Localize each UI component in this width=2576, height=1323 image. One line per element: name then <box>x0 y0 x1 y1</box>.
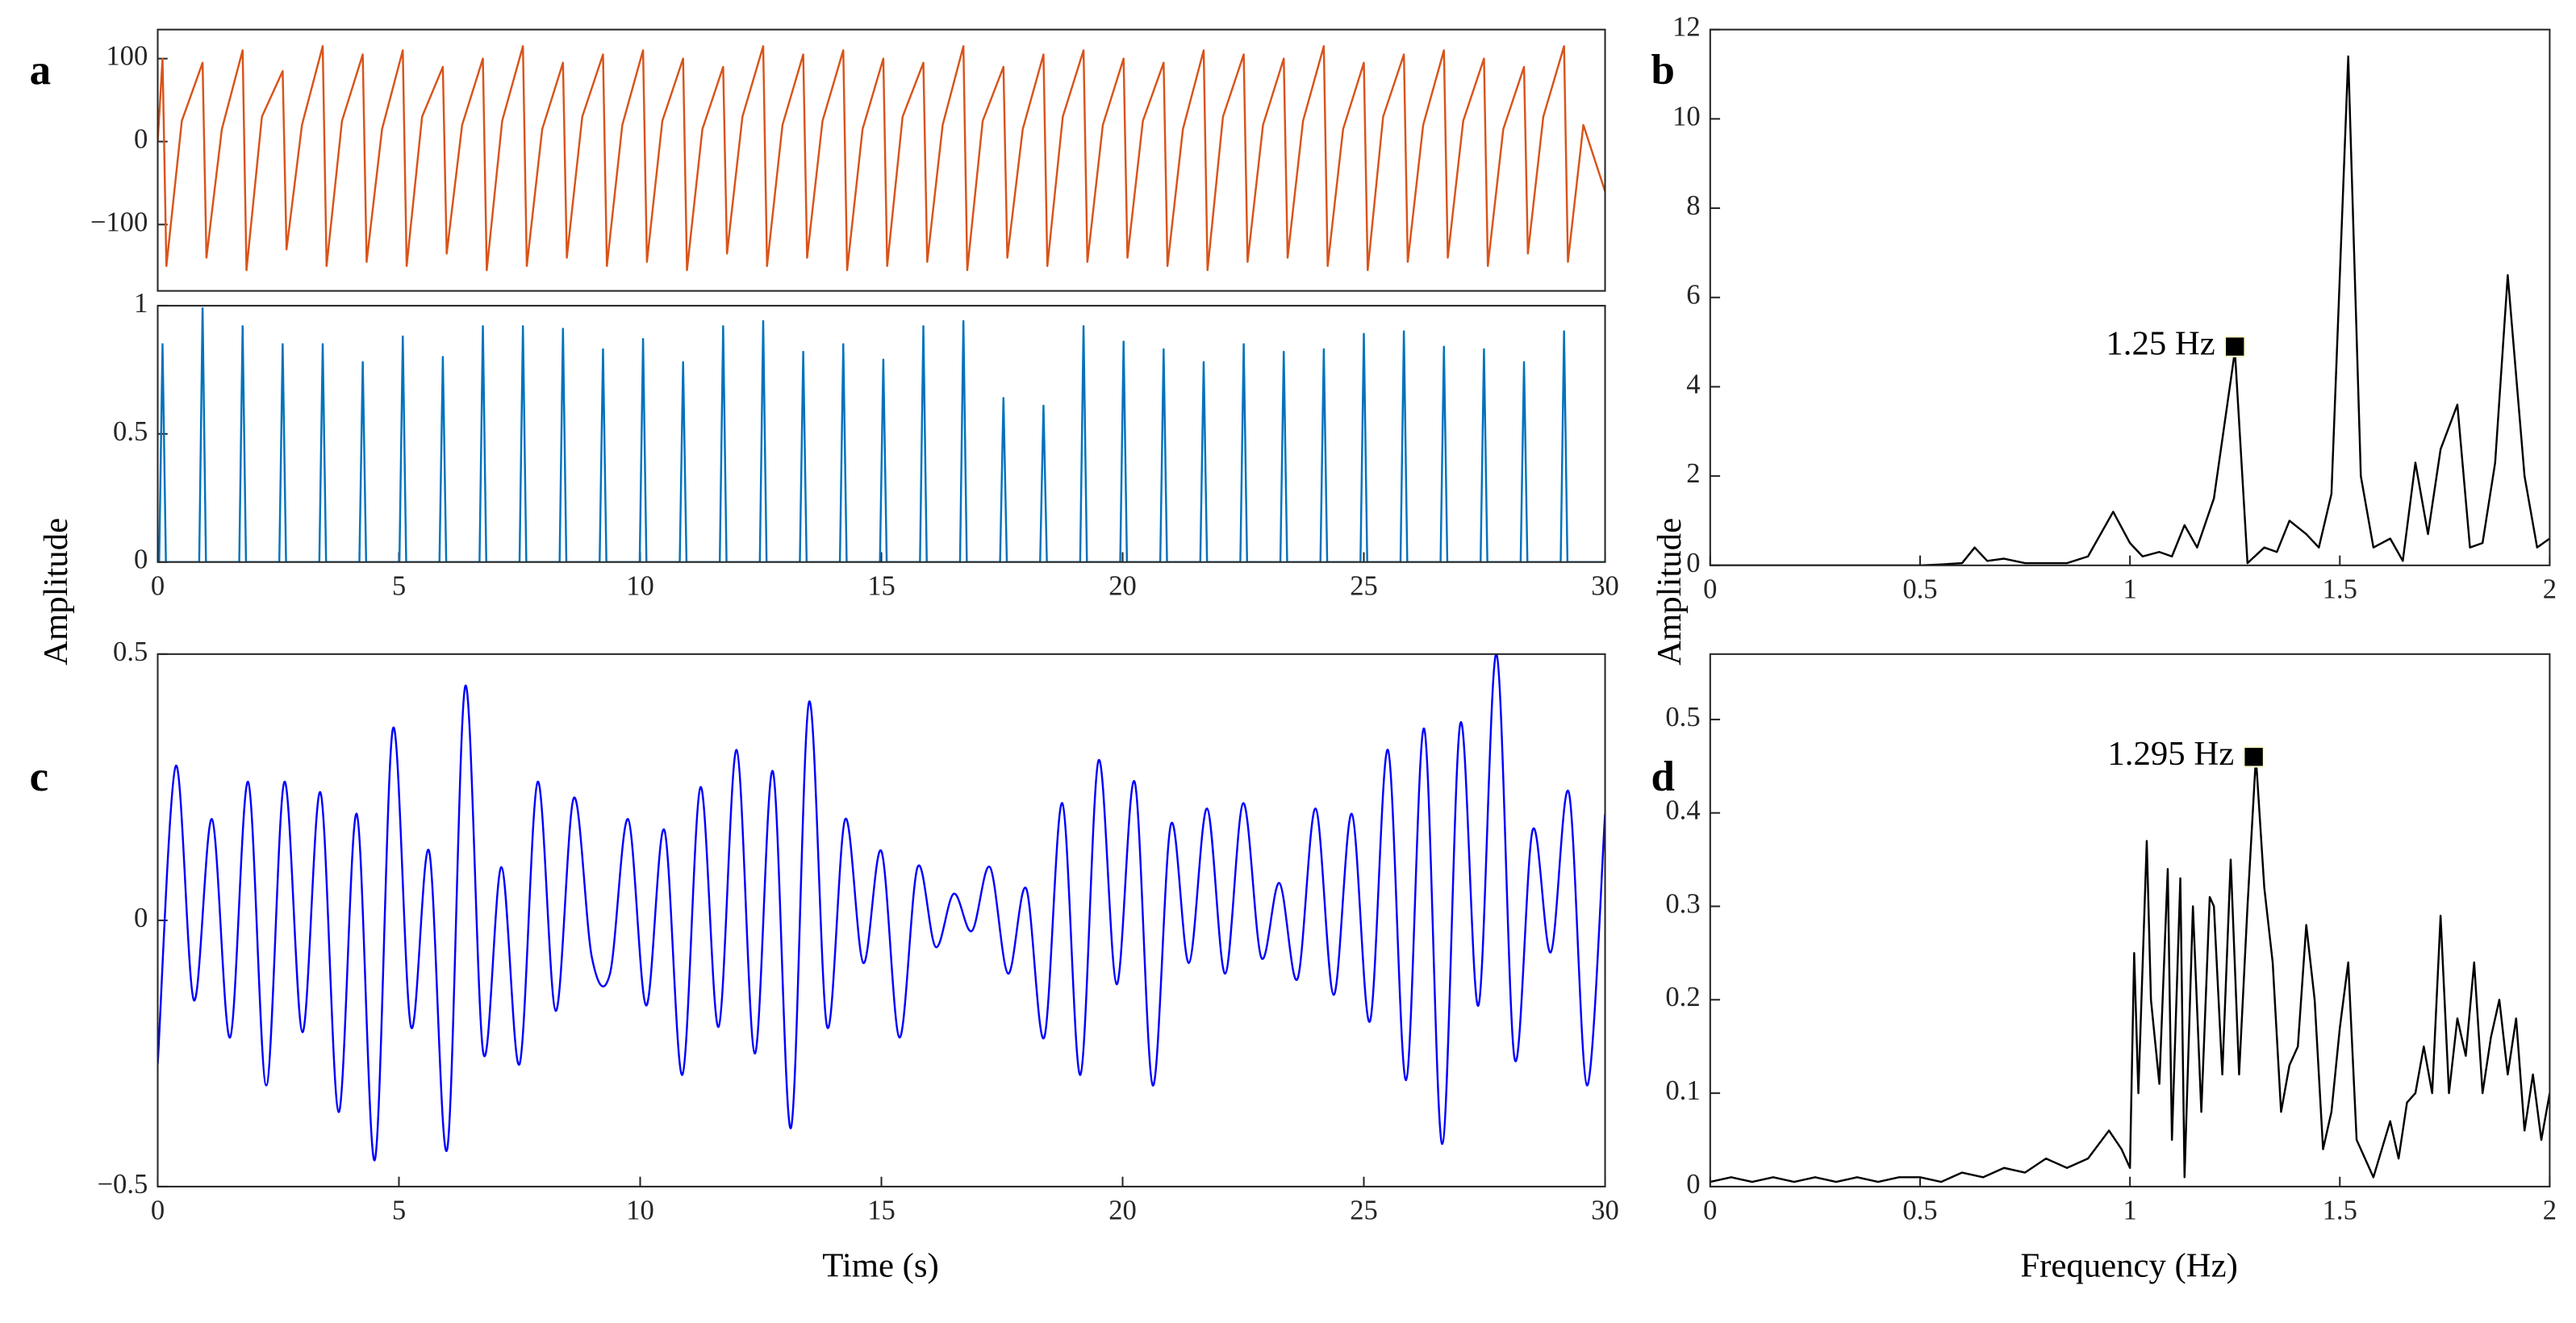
panel-label: d <box>1651 753 1675 800</box>
y-tick-label: 0.2 <box>1665 982 1700 1012</box>
annotation-text: 1.295 Hz <box>2107 735 2234 773</box>
y-tick-label: −100 <box>90 207 148 237</box>
panel-label: c <box>30 753 48 800</box>
x-tick-label: 0 <box>1703 1195 1717 1225</box>
series-line <box>1710 55 2550 566</box>
y-tick-label: 0 <box>1686 1169 1700 1200</box>
x-tick-label: 20 <box>1108 570 1137 601</box>
series-line <box>157 45 1605 272</box>
x-tick-label: 30 <box>1591 1195 1619 1225</box>
x-tick-label: 10 <box>626 1195 654 1225</box>
y-tick-label: 12 <box>1672 12 1701 43</box>
y-tick-label: 1 <box>134 288 148 319</box>
panel-label: b <box>1651 47 1675 94</box>
x-tick-label: 0.5 <box>1902 1195 1937 1225</box>
x-tick-label: 1.5 <box>2323 574 2357 604</box>
axes-frame <box>1709 28 2551 566</box>
x-tick-label: 30 <box>1591 570 1619 601</box>
y-axis-label: Amplitude <box>1651 518 1689 666</box>
x-axis-label: Time (s) <box>822 1247 939 1285</box>
x-tick-label: 10 <box>626 570 654 601</box>
series-line <box>157 653 1605 1162</box>
annotation-text: 1.25 Hz <box>2106 324 2215 362</box>
series-line <box>1710 755 2550 1183</box>
x-axis-label: Frequency (Hz) <box>2020 1247 2237 1285</box>
axes-frame <box>157 653 1606 1187</box>
y-tick-label: 0 <box>134 123 148 154</box>
x-tick-label: 25 <box>1350 1195 1378 1225</box>
x-tick-label: 0 <box>151 570 165 601</box>
y-tick-label: 8 <box>1686 190 1700 221</box>
y-axis-label: Amplitude <box>37 518 75 666</box>
y-tick-label: 0.3 <box>1665 888 1700 919</box>
annotation-marker <box>2223 336 2246 357</box>
y-tick-label: 0.5 <box>113 636 148 667</box>
x-tick-label: 15 <box>867 1195 896 1225</box>
axes-frame <box>1709 653 2551 1187</box>
series-line <box>158 307 1605 562</box>
y-tick-label: 0.5 <box>1665 702 1700 732</box>
y-tick-label: 0 <box>134 545 148 575</box>
panel-label: a <box>30 47 51 94</box>
y-tick-label: 4 <box>1686 369 1700 399</box>
x-tick-label: 5 <box>392 1195 406 1225</box>
x-tick-label: 5 <box>392 570 406 601</box>
axes-frame <box>157 304 1606 563</box>
y-tick-label: 0 <box>1686 548 1700 578</box>
x-tick-label: 0.5 <box>1902 574 1937 604</box>
y-tick-label: −0.5 <box>98 1169 148 1200</box>
y-tick-label: 10 <box>1672 101 1701 131</box>
y-tick-label: 0 <box>134 903 148 933</box>
x-tick-label: 2 <box>2543 574 2557 604</box>
x-tick-label: 2 <box>2543 1195 2557 1225</box>
x-tick-label: 0 <box>1703 574 1717 604</box>
annotation-marker <box>2243 745 2265 768</box>
y-tick-label: 6 <box>1686 280 1700 311</box>
y-tick-label: 0.4 <box>1665 795 1700 826</box>
y-tick-label: 2 <box>1686 458 1700 489</box>
x-tick-label: 15 <box>867 570 896 601</box>
x-tick-label: 0 <box>151 1195 165 1225</box>
x-tick-label: 1 <box>2123 574 2136 604</box>
x-tick-label: 25 <box>1350 570 1378 601</box>
y-tick-label: 0.1 <box>1665 1075 1700 1106</box>
y-tick-label: 100 <box>106 41 148 72</box>
x-tick-label: 20 <box>1108 1195 1137 1225</box>
y-tick-label: 0.5 <box>113 416 148 447</box>
x-tick-label: 1.5 <box>2323 1195 2357 1225</box>
x-tick-label: 1 <box>2123 1195 2136 1225</box>
axes-frame <box>157 28 1606 292</box>
